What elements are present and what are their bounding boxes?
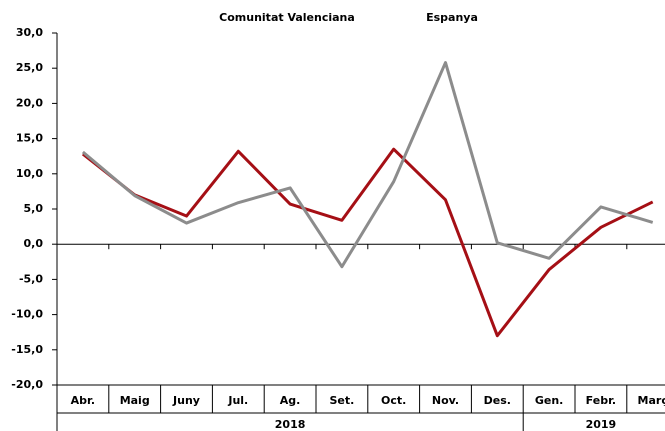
x-tick-label: Febr. bbox=[586, 394, 616, 407]
group-label: 2019 bbox=[586, 418, 617, 431]
y-tick-label: 0,0 bbox=[24, 237, 44, 250]
y-tick-label: -15,0 bbox=[11, 343, 43, 356]
y-tick-label: 15,0 bbox=[16, 132, 43, 145]
y-tick-label: 20,0 bbox=[16, 96, 43, 109]
legend-label: Comunitat Valenciana bbox=[219, 11, 355, 24]
x-tick-label: Gen. bbox=[535, 394, 564, 407]
x-tick-label: Des. bbox=[484, 394, 511, 407]
x-tick-label: Nov. bbox=[432, 394, 459, 407]
y-tick-label: 5,0 bbox=[24, 202, 44, 215]
x-tick-label: Ag. bbox=[280, 394, 301, 407]
y-tick-label: 25,0 bbox=[16, 61, 43, 74]
x-tick-label: Abr. bbox=[71, 394, 95, 407]
series-line bbox=[81, 61, 654, 269]
x-tick-label: Set. bbox=[329, 394, 354, 407]
group-label: 2018 bbox=[275, 418, 306, 431]
x-tick-label: Oct. bbox=[381, 394, 406, 407]
x-tick-label: Març bbox=[638, 394, 665, 407]
y-tick-label: -10,0 bbox=[11, 308, 43, 321]
series-line bbox=[81, 147, 654, 338]
x-tick-label: Maig bbox=[120, 394, 150, 407]
legend-label: Espanya bbox=[426, 11, 478, 24]
y-tick-label: 10,0 bbox=[16, 167, 43, 180]
y-tick-label: -5,0 bbox=[19, 272, 43, 285]
x-tick-label: Juny bbox=[172, 394, 200, 407]
x-tick-label: Jul. bbox=[227, 394, 248, 407]
y-tick-label: 30,0 bbox=[16, 26, 43, 39]
y-tick-label: -20,0 bbox=[11, 378, 43, 391]
